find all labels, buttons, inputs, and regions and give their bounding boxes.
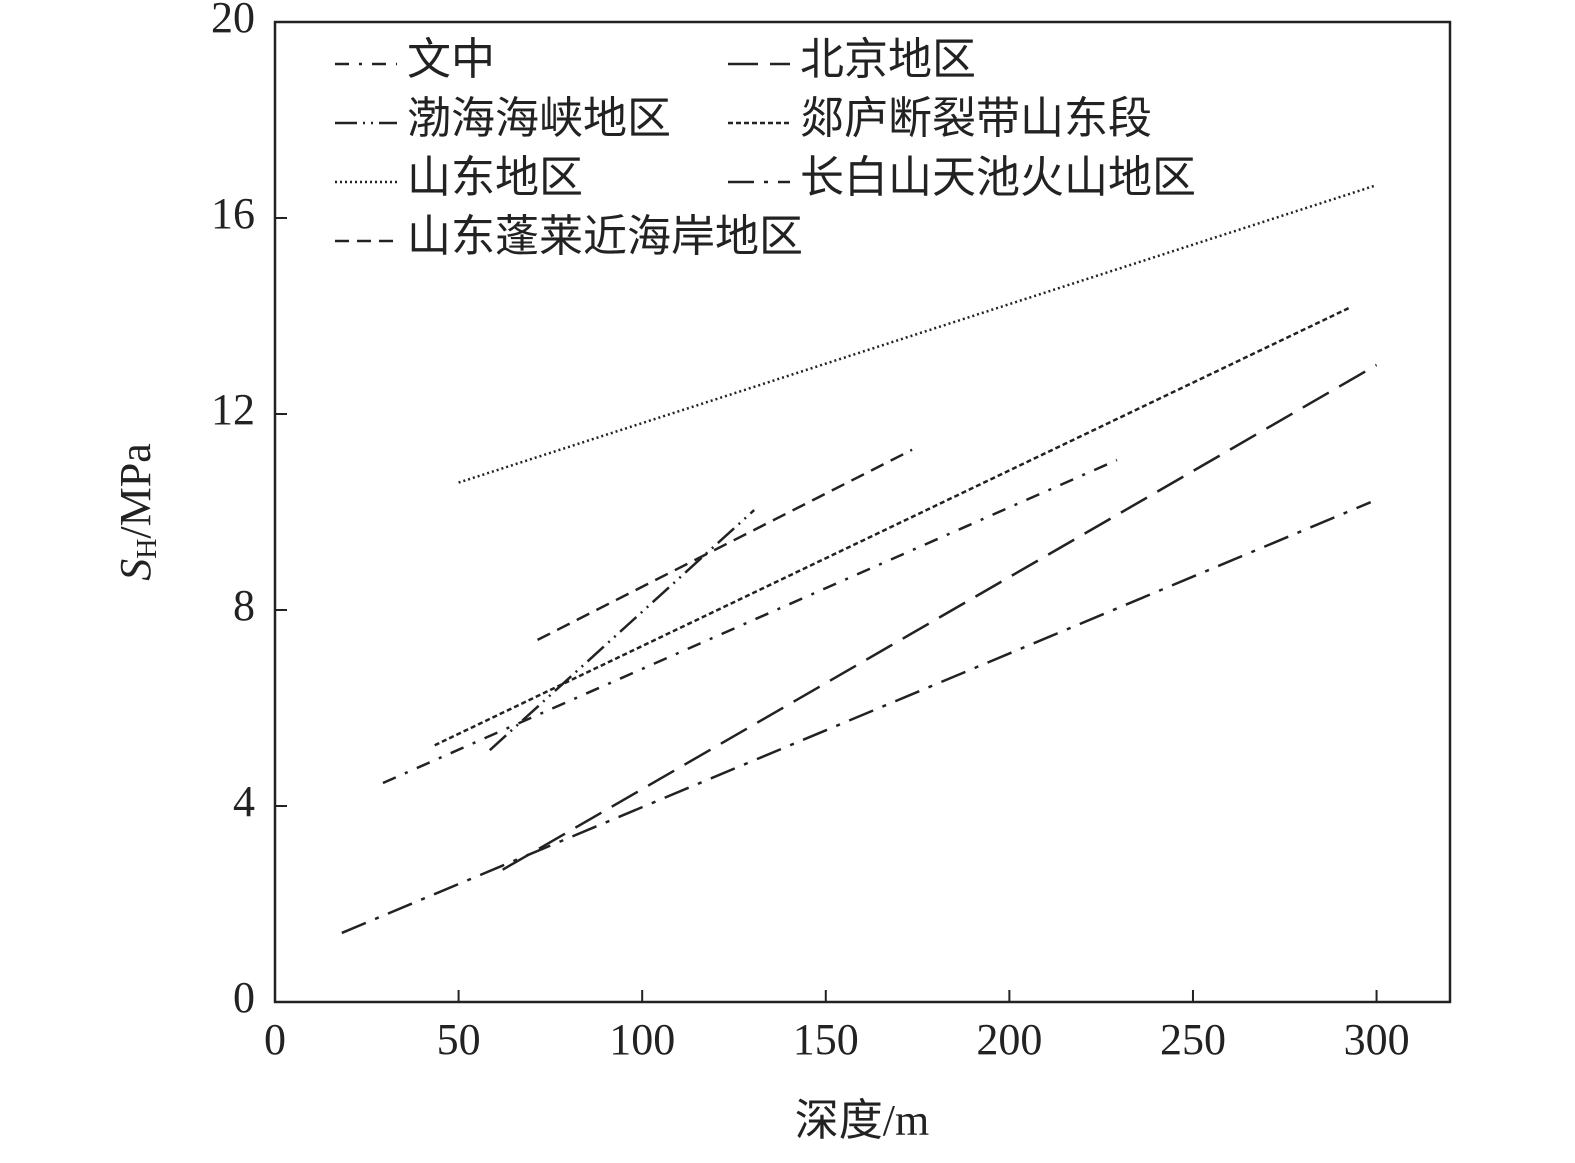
series-line bbox=[502, 363, 1378, 871]
y-tick-label: 20 bbox=[211, 0, 255, 42]
series-line bbox=[458, 183, 1377, 484]
legend-label: 长白山天池火山地区 bbox=[800, 153, 1196, 202]
legend-label: 北京地区 bbox=[800, 35, 976, 84]
y-label-subscript: H bbox=[132, 539, 163, 559]
x-tick-label: 0 bbox=[264, 1015, 286, 1064]
y-tick-label: 8 bbox=[233, 581, 255, 630]
x-tick-label: 50 bbox=[437, 1015, 481, 1064]
x-tick-label: 200 bbox=[976, 1015, 1042, 1064]
legend-label: 山东蓬莱近海岸地区 bbox=[407, 212, 803, 261]
series-line bbox=[536, 448, 913, 642]
legend-label: 文中 bbox=[407, 35, 495, 84]
y-label-unit: /MPa bbox=[111, 443, 160, 538]
y-tick-label: 12 bbox=[211, 385, 255, 434]
y-label-symbol: S bbox=[111, 559, 160, 581]
plot-frame bbox=[273, 20, 1452, 1004]
series-line bbox=[382, 458, 1118, 785]
legend-label: 渤海海峡地区 bbox=[407, 94, 671, 143]
y-axis-label: SH/MPa bbox=[111, 443, 163, 581]
x-tick-label: 150 bbox=[793, 1015, 859, 1064]
series-line bbox=[488, 509, 756, 752]
x-tick-label: 100 bbox=[609, 1015, 675, 1064]
y-tick-label: 0 bbox=[233, 973, 255, 1022]
y-tick-label: 16 bbox=[211, 189, 255, 238]
legend-label: 郯庐断裂带山东段 bbox=[800, 94, 1152, 143]
x-axis-label: 深度/m bbox=[795, 1096, 929, 1145]
x-tick-label: 250 bbox=[1160, 1015, 1226, 1064]
series-line bbox=[341, 501, 1372, 935]
x-tick-label: 300 bbox=[1344, 1015, 1410, 1064]
y-tick-label: 4 bbox=[233, 777, 255, 826]
series-line bbox=[434, 307, 1350, 747]
legend-label: 山东地区 bbox=[407, 153, 583, 202]
